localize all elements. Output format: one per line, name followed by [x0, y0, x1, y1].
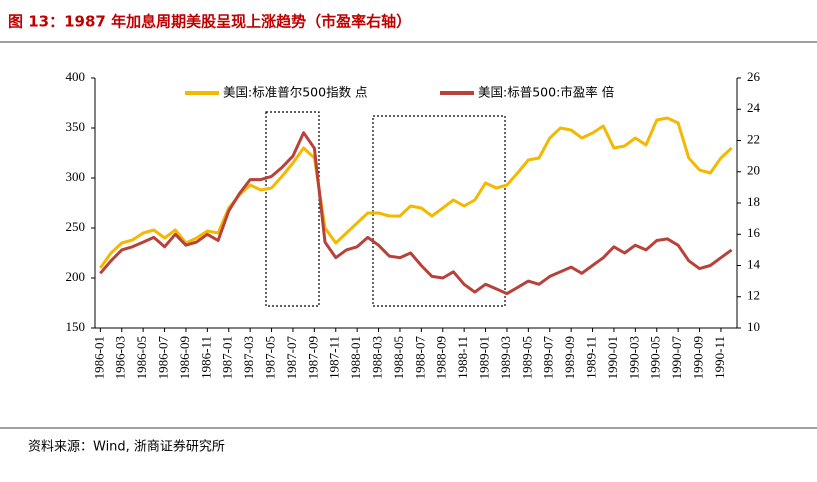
x-tick-label: 1988-09 [434, 336, 449, 379]
x-tick-label: 1987-07 [284, 336, 299, 380]
x-tick-label: 1989-05 [519, 336, 534, 379]
y-tick-label: 200 [66, 269, 86, 284]
x-tick-label: 1986-05 [134, 336, 149, 379]
y2-tick-label: 14 [747, 256, 761, 271]
x-tick-label: 1988-05 [391, 336, 406, 379]
x-tick-label: 1988-11 [455, 336, 470, 379]
legend-label: 美国:标准普尔500指数 点 [223, 85, 368, 100]
x-tick-label: 1986-11 [198, 336, 213, 379]
x-tick-label: 1990-07 [669, 336, 684, 380]
highlight-box [265, 111, 320, 307]
x-tick-label: 1987-03 [241, 336, 256, 379]
y2-tick-label: 20 [747, 163, 760, 178]
chart-title: 图 13：1987 年加息周期美股呈现上涨趋势（市盈率右轴） [8, 13, 411, 31]
x-tick-label: 1988-01 [348, 336, 363, 379]
x-tick-label: 1986-07 [156, 336, 171, 380]
x-tick-label: 1988-07 [412, 336, 427, 380]
y-tick-label: 150 [66, 319, 86, 334]
x-tick-label: 1989-07 [541, 336, 556, 380]
x-tick-label: 1989-01 [477, 336, 492, 379]
x-tick-label: 1989-11 [584, 336, 599, 379]
x-tick-label: 1990-11 [712, 336, 727, 379]
x-tick-label: 1987-11 [327, 336, 342, 379]
x-tick-label: 1987-05 [263, 336, 278, 379]
x-tick-label: 1990-05 [648, 336, 663, 379]
x-tick-label: 1989-03 [498, 336, 513, 379]
x-tick-label: 1990-09 [691, 336, 706, 379]
highlight-box [372, 115, 506, 307]
y2-tick-label: 12 [747, 288, 760, 303]
x-tick-label: 1990-01 [605, 336, 620, 379]
series-line [99, 116, 733, 269]
x-tick-label: 1988-03 [370, 336, 385, 379]
legend-label: 美国:标普500:市盈率 倍 [478, 85, 614, 100]
x-tick-label: 1990-03 [626, 336, 641, 379]
x-tick-label: 1987-09 [305, 336, 320, 379]
y2-tick-label: 10 [747, 319, 760, 334]
x-tick-label: 1986-09 [177, 336, 192, 379]
y2-tick-label: 26 [747, 69, 761, 84]
source-note: 资料来源：Wind, 浙商证券研究所 [28, 439, 225, 455]
series-line [99, 131, 733, 296]
y-tick-label: 350 [66, 119, 86, 134]
x-tick-label: 1989-09 [562, 336, 577, 379]
y2-tick-label: 18 [747, 194, 760, 209]
y-tick-label: 300 [66, 169, 86, 184]
y2-tick-label: 16 [747, 225, 761, 240]
y-tick-label: 250 [66, 219, 86, 234]
x-tick-label: 1987-01 [220, 336, 235, 379]
y2-tick-label: 22 [747, 131, 760, 146]
x-tick-label: 1986-01 [91, 336, 106, 379]
x-tick-label: 1986-03 [113, 336, 128, 379]
y-tick-label: 400 [66, 69, 86, 84]
y2-tick-label: 24 [747, 100, 761, 115]
